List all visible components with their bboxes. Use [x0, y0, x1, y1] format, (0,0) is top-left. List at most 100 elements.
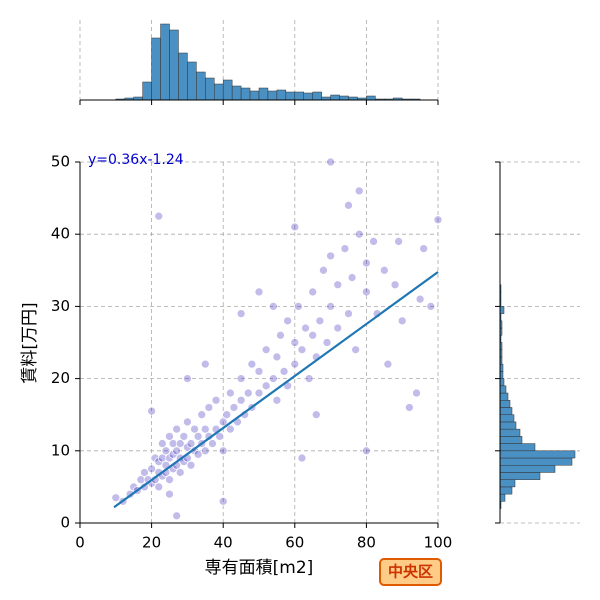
point	[222, 410, 232, 420]
point	[379, 265, 389, 275]
regression-label: y=0.36x-1.24	[88, 152, 184, 168]
point	[301, 323, 310, 333]
point	[268, 374, 278, 383]
point	[175, 468, 185, 477]
hist-bar	[499, 472, 541, 480]
regression-line	[113, 271, 439, 509]
badge-text: 中央区	[388, 563, 433, 581]
hist-bar	[258, 87, 269, 101]
point	[186, 439, 196, 448]
point	[308, 287, 318, 297]
point	[415, 294, 425, 304]
point	[276, 330, 285, 340]
point	[154, 482, 164, 492]
point	[186, 460, 196, 470]
point	[111, 493, 121, 503]
point	[165, 489, 174, 499]
point	[183, 374, 192, 383]
point	[279, 367, 289, 376]
hist-bar	[499, 392, 509, 401]
y-tick-label: 0	[60, 514, 70, 532]
point	[326, 302, 335, 311]
hist-bar	[499, 407, 513, 415]
point	[394, 237, 403, 246]
point	[157, 453, 167, 463]
point	[308, 330, 318, 340]
point	[204, 403, 214, 412]
hist-bar	[499, 457, 573, 466]
point	[351, 345, 361, 355]
hist-bar	[499, 493, 506, 502]
point	[193, 450, 203, 459]
hist-bar	[294, 91, 304, 101]
point	[226, 388, 235, 398]
point	[369, 237, 378, 246]
point	[322, 338, 332, 347]
hist-bar	[285, 91, 296, 101]
point	[236, 309, 246, 318]
x-axis-label: 専有面積[m2]	[205, 558, 314, 578]
point	[290, 338, 300, 347]
point	[165, 453, 174, 463]
point	[208, 439, 217, 448]
point	[383, 359, 393, 369]
hist-bar	[499, 306, 505, 314]
point	[362, 446, 371, 456]
hist-bar	[499, 378, 505, 387]
point	[218, 417, 228, 427]
y-tick-label: 20	[51, 369, 70, 387]
y-tick-label: 30	[51, 297, 70, 315]
x-tick-label: 100	[424, 534, 453, 552]
point	[183, 442, 192, 452]
point	[218, 496, 228, 506]
hist-bar	[499, 414, 515, 423]
point	[140, 468, 149, 477]
point	[419, 244, 429, 253]
point	[319, 265, 328, 275]
point	[147, 406, 156, 416]
hist-bar	[249, 90, 260, 101]
point	[333, 280, 343, 290]
point	[297, 345, 307, 355]
hist-bar	[178, 52, 188, 101]
hist-bar	[169, 29, 179, 101]
point	[154, 457, 164, 466]
hist-bar	[267, 90, 278, 101]
hist-bar	[499, 450, 576, 459]
point	[340, 244, 350, 253]
point	[272, 352, 282, 362]
hist-bar	[160, 23, 170, 101]
point	[197, 410, 207, 420]
point	[405, 403, 414, 412]
point	[136, 475, 146, 485]
point	[290, 222, 300, 232]
hist-bar	[205, 77, 215, 101]
point	[354, 186, 364, 196]
point	[175, 439, 185, 448]
point	[390, 280, 400, 290]
x-tick-label: 20	[142, 534, 161, 552]
point	[426, 302, 436, 311]
hist-bar	[499, 428, 521, 437]
point	[254, 367, 264, 376]
point	[236, 374, 246, 383]
point	[294, 302, 303, 311]
point	[190, 424, 199, 434]
point	[161, 446, 171, 456]
point	[347, 273, 357, 282]
hist-bar	[303, 92, 313, 101]
point	[315, 316, 325, 326]
point	[397, 316, 407, 326]
y-axis-label: 賃料[万円]	[20, 302, 40, 383]
point	[261, 345, 271, 355]
point	[157, 439, 167, 448]
hist-bar	[276, 89, 287, 101]
y-tick-label: 50	[51, 153, 70, 171]
hist-bar	[187, 61, 197, 101]
hist-bar	[240, 87, 251, 101]
point	[290, 359, 300, 369]
point	[254, 388, 264, 398]
point	[311, 410, 321, 420]
hist-bar	[151, 37, 161, 101]
point	[326, 157, 335, 167]
